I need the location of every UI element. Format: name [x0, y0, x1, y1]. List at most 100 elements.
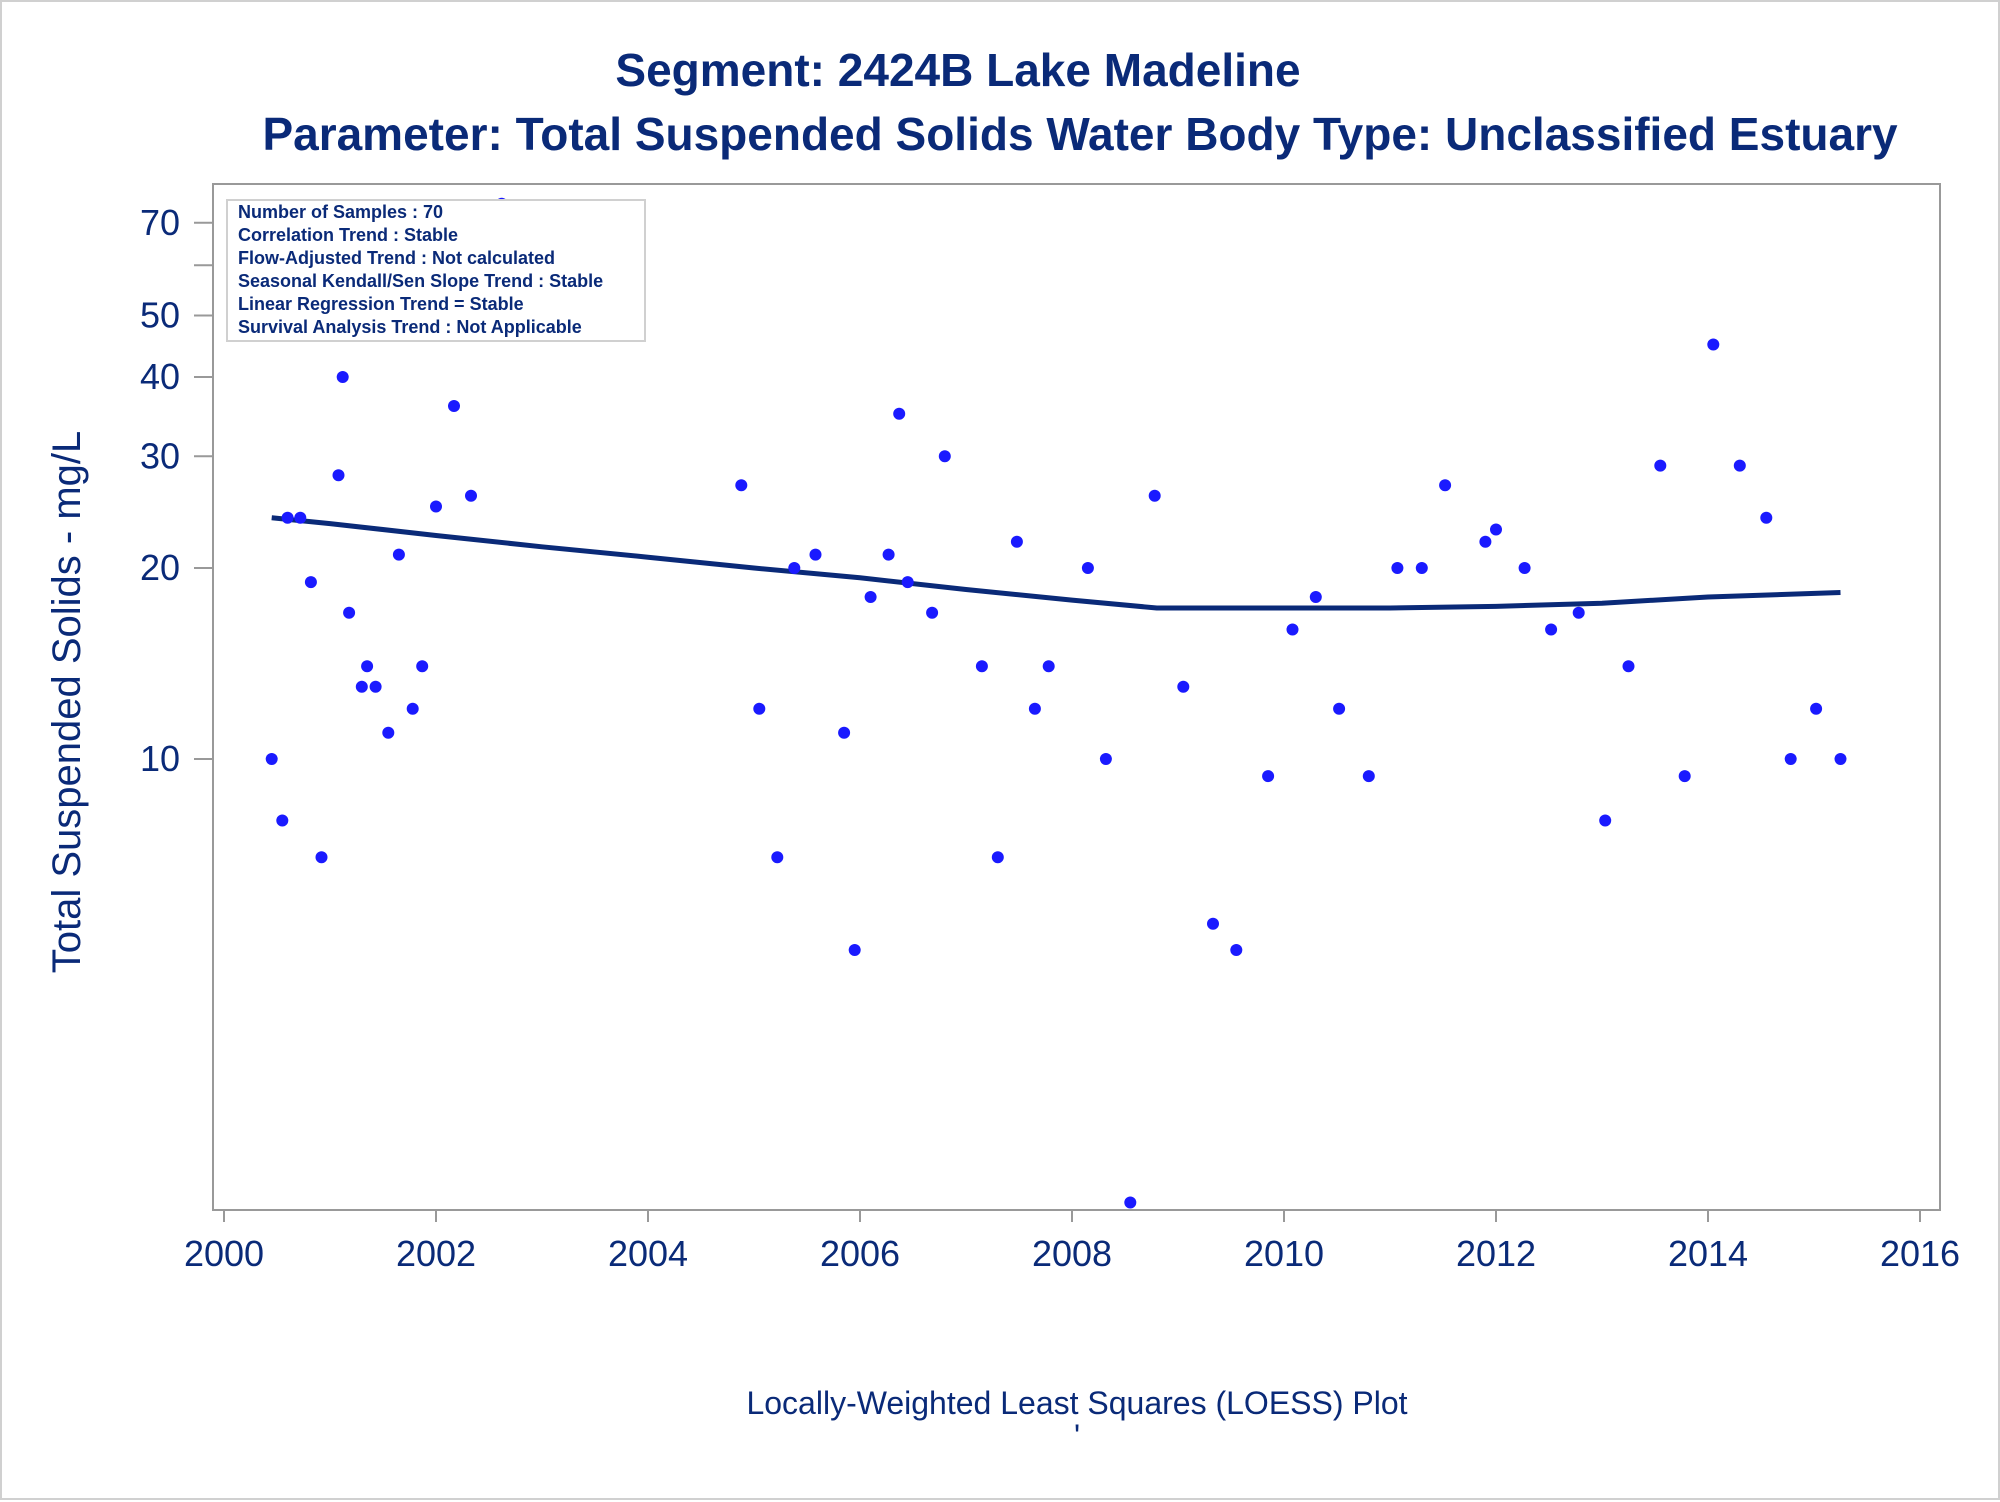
data-point — [1810, 702, 1823, 715]
data-point — [361, 660, 374, 673]
x-tick-label: 2002 — [396, 1233, 476, 1274]
data-point — [281, 511, 294, 524]
data-point — [315, 851, 328, 864]
y-tick-label: 10 — [140, 738, 180, 779]
data-point — [382, 726, 395, 739]
data-point — [1545, 623, 1558, 636]
data-point — [1042, 660, 1055, 673]
data-point — [336, 371, 349, 383]
x-tick-label: 2004 — [608, 1233, 688, 1274]
data-point — [1262, 770, 1275, 783]
data-point — [1148, 489, 1161, 502]
data-point — [416, 660, 429, 673]
x-axis: 2000 2002 2004 2006 2008 2010 2012 2014 2016 — [184, 1209, 1960, 1274]
y-tick-label: 30 — [140, 435, 180, 476]
data-point — [1099, 753, 1112, 765]
data-point — [369, 680, 382, 693]
data-point — [1678, 770, 1691, 783]
data-point — [1707, 338, 1720, 351]
data-point — [392, 548, 405, 561]
data-point — [838, 726, 851, 739]
x-tick-label: 2016 — [1880, 1233, 1960, 1274]
inset-line-flow-adjusted: Flow-Adjusted Trend : Not calculated — [238, 248, 555, 268]
data-point — [1654, 459, 1667, 472]
data-point — [864, 591, 877, 603]
data-point — [788, 562, 801, 574]
chart-title: Segment: 2424B Lake Madeline — [615, 44, 1300, 96]
y-tick-label: 20 — [140, 547, 180, 588]
data-point — [1572, 606, 1585, 619]
data-point — [465, 489, 477, 502]
x-tick-label: 2014 — [1668, 1233, 1748, 1274]
data-point — [406, 702, 419, 715]
data-point — [1622, 660, 1635, 673]
data-point — [901, 576, 914, 589]
data-point — [1733, 459, 1746, 472]
data-point — [448, 400, 460, 412]
inset-line-seasonal-kendall: Seasonal Kendall/Sen Slope Trend : Stabl… — [238, 271, 603, 291]
trend-line-group — [271, 515, 1841, 611]
data-point — [771, 851, 784, 864]
data-point — [1490, 523, 1502, 536]
data-point — [1415, 562, 1428, 574]
chart-subtitle: Parameter: Total Suspended Solids Water … — [262, 108, 1898, 160]
data-point — [304, 576, 317, 589]
data-point — [265, 753, 278, 765]
y-axis-label: Total Suspended Solids - mg/L — [45, 431, 89, 974]
y-tick-label: 50 — [140, 295, 180, 336]
inset-line-survival: Survival Analysis Trend : Not Applicable — [238, 317, 582, 337]
chart-footnote-mark: ' — [1074, 1418, 1080, 1454]
data-point — [343, 606, 356, 619]
data-point — [975, 660, 988, 673]
x-tick-label: 2000 — [184, 1233, 264, 1274]
data-point — [1599, 814, 1612, 827]
data-point — [1439, 479, 1452, 492]
data-point — [1010, 535, 1023, 548]
data-point — [355, 680, 368, 693]
inset-box — [226, 199, 646, 342]
y-axis: 10 20 30 40 50 70 — [140, 184, 214, 1210]
data-point — [753, 702, 766, 715]
data-point — [1286, 623, 1299, 636]
data-point — [430, 500, 442, 513]
inset-line-correlation: Correlation Trend : Stable — [238, 225, 458, 245]
x-tick-label: 2010 — [1244, 1233, 1324, 1274]
data-point — [882, 548, 895, 561]
data-point — [1230, 944, 1243, 956]
inset-line-linear-regression: Linear Regression Trend = Stable — [238, 294, 524, 314]
data-point — [1760, 511, 1773, 524]
data-point — [294, 511, 307, 524]
data-point — [1028, 702, 1041, 715]
data-point — [276, 814, 289, 827]
loess-trend-line — [271, 515, 1841, 611]
data-point — [991, 851, 1004, 864]
data-point — [1207, 917, 1219, 930]
x-tick-label: 2008 — [1032, 1233, 1112, 1274]
data-point — [893, 407, 906, 420]
data-point — [1518, 562, 1531, 574]
trend-stats-inset: Number of Samples : 70 Correlation Trend… — [226, 199, 646, 342]
y-tick-label: 40 — [140, 356, 180, 397]
data-point — [735, 479, 748, 492]
chart-footnote: Locally-Weighted Least Squares (LOESS) P… — [746, 1385, 1407, 1421]
data-point — [848, 944, 861, 956]
data-point — [1362, 770, 1375, 783]
data-points-group — [265, 197, 1847, 1209]
data-point — [1177, 680, 1190, 693]
y-tick-label: 70 — [140, 202, 180, 243]
data-point — [926, 606, 939, 619]
data-point — [1391, 562, 1404, 574]
data-point — [1834, 753, 1847, 765]
data-point — [809, 548, 822, 561]
data-point — [1479, 535, 1492, 548]
data-point — [1081, 562, 1094, 574]
data-point — [332, 469, 345, 482]
data-point — [1333, 702, 1346, 715]
x-tick-label: 2012 — [1456, 1233, 1536, 1274]
data-point — [1784, 753, 1797, 765]
inset-line-samples: Number of Samples : 70 — [238, 202, 443, 222]
data-point — [938, 450, 951, 463]
x-tick-label: 2006 — [820, 1233, 900, 1274]
